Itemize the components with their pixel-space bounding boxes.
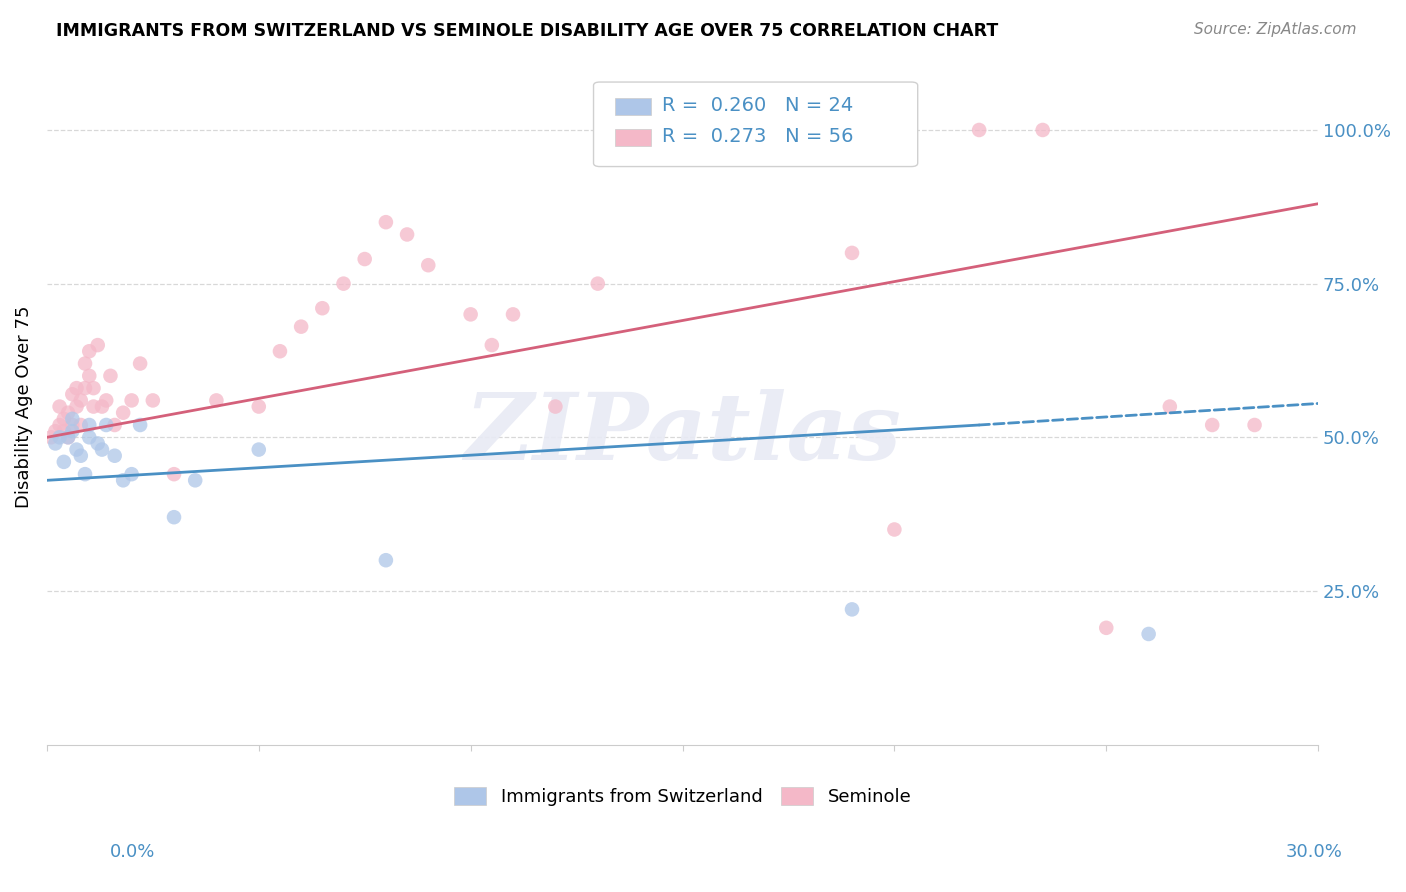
Point	[77, 368, 100, 383]
FancyBboxPatch shape	[593, 82, 918, 167]
Y-axis label: Disability Age Over 75: Disability Age Over 75	[15, 305, 32, 508]
Point	[1159, 400, 1181, 414]
Point	[544, 400, 567, 414]
Point	[418, 258, 440, 272]
Point	[184, 473, 207, 487]
Point	[96, 417, 118, 432]
Point	[112, 406, 135, 420]
Text: 0.0%: 0.0%	[110, 843, 155, 861]
Point	[48, 400, 70, 414]
Point	[1201, 417, 1223, 432]
Point	[65, 381, 87, 395]
Point	[502, 307, 524, 321]
Point	[77, 430, 100, 444]
Point	[396, 227, 419, 242]
Point	[69, 393, 91, 408]
Point	[73, 381, 96, 395]
Point	[56, 406, 79, 420]
Point	[481, 338, 503, 352]
Point	[96, 393, 118, 408]
Point	[60, 424, 83, 438]
Legend: Immigrants from Switzerland, Seminole: Immigrants from Switzerland, Seminole	[447, 780, 918, 814]
Point	[247, 442, 270, 457]
Point	[163, 467, 186, 482]
Point	[332, 277, 354, 291]
Text: 30.0%: 30.0%	[1286, 843, 1343, 861]
Point	[247, 400, 270, 414]
Point	[628, 123, 651, 137]
Point	[129, 417, 152, 432]
Point	[374, 215, 396, 229]
Point	[60, 417, 83, 432]
Point	[69, 449, 91, 463]
Point	[269, 344, 291, 359]
Text: ZIPatlas: ZIPatlas	[464, 389, 901, 479]
Point	[73, 357, 96, 371]
Text: R =  0.260   N = 24: R = 0.260 N = 24	[662, 96, 853, 115]
Point	[1095, 621, 1118, 635]
Point	[52, 424, 75, 438]
Point	[104, 449, 127, 463]
Point	[460, 307, 482, 321]
Text: R =  0.273   N = 56: R = 0.273 N = 56	[662, 127, 853, 145]
Point	[121, 393, 143, 408]
Point	[65, 442, 87, 457]
Point	[290, 319, 312, 334]
Point	[83, 381, 105, 395]
Point	[883, 523, 905, 537]
Point	[52, 455, 75, 469]
Point	[87, 338, 110, 352]
Point	[1137, 627, 1160, 641]
Point	[52, 412, 75, 426]
Point	[205, 393, 228, 408]
Point	[129, 357, 152, 371]
Point	[841, 602, 863, 616]
Point	[69, 417, 91, 432]
Point	[311, 301, 333, 316]
Point	[586, 277, 609, 291]
Point	[91, 442, 114, 457]
Point	[121, 467, 143, 482]
Point	[87, 436, 110, 450]
Point	[60, 412, 83, 426]
Point	[163, 510, 186, 524]
Point	[714, 123, 737, 137]
Point	[353, 252, 375, 266]
Point	[77, 344, 100, 359]
Point	[56, 430, 79, 444]
Text: Source: ZipAtlas.com: Source: ZipAtlas.com	[1194, 22, 1357, 37]
Point	[112, 473, 135, 487]
Point	[1243, 417, 1265, 432]
Text: IMMIGRANTS FROM SWITZERLAND VS SEMINOLE DISABILITY AGE OVER 75 CORRELATION CHART: IMMIGRANTS FROM SWITZERLAND VS SEMINOLE …	[56, 22, 998, 40]
Point	[39, 430, 62, 444]
Point	[77, 417, 100, 432]
FancyBboxPatch shape	[616, 98, 651, 115]
Point	[44, 424, 66, 438]
Point	[374, 553, 396, 567]
Point	[56, 430, 79, 444]
Point	[48, 417, 70, 432]
Point	[100, 368, 122, 383]
Point	[671, 123, 693, 137]
Point	[73, 467, 96, 482]
Point	[44, 436, 66, 450]
Point	[91, 400, 114, 414]
Point	[83, 400, 105, 414]
Point	[967, 123, 990, 137]
Point	[48, 430, 70, 444]
Point	[104, 417, 127, 432]
Point	[65, 400, 87, 414]
Point	[60, 387, 83, 401]
Point	[1032, 123, 1054, 137]
Point	[142, 393, 165, 408]
FancyBboxPatch shape	[616, 128, 651, 145]
Point	[841, 246, 863, 260]
